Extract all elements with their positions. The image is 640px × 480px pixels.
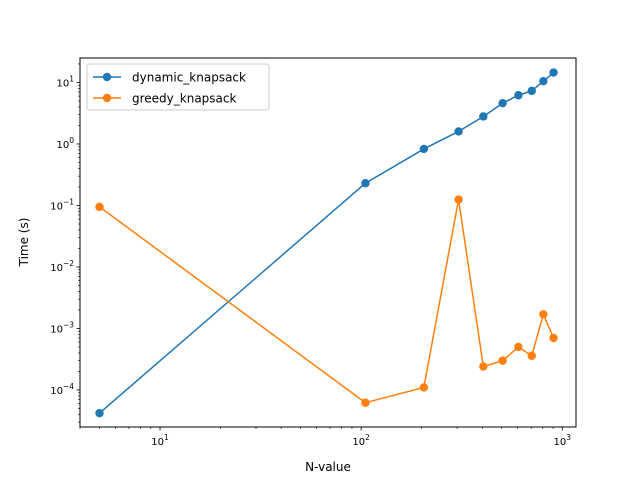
y-axis-title: Time (s) — [17, 218, 31, 268]
plot-frame — [79, 57, 577, 428]
legend-marker — [102, 93, 112, 103]
data-point-dynamic-knapsack — [454, 127, 463, 136]
data-point-greedy-knapsack — [514, 342, 523, 352]
y-tick-label: 10−1 — [50, 197, 74, 212]
y-tick-label: 10−3 — [50, 320, 74, 335]
data-point-greedy-knapsack — [539, 310, 548, 319]
data-point-dynamic-knapsack — [539, 76, 548, 86]
data-point-dynamic-knapsack — [479, 112, 488, 121]
data-point-dynamic-knapsack — [95, 408, 104, 418]
data-point-greedy-knapsack — [527, 351, 536, 360]
data-point-greedy-knapsack — [454, 195, 463, 204]
data-point-dynamic-knapsack — [419, 144, 429, 154]
y-tick-label: 10−4 — [50, 382, 74, 397]
y-tick-label: 10−2 — [50, 259, 74, 274]
legend-label: dynamic_knapsack — [132, 71, 246, 85]
legend-box — [86, 63, 270, 111]
data-point-greedy-knapsack — [498, 356, 507, 365]
x-tick-label: 101 — [151, 433, 169, 448]
axis-ticks: 101 102 103 10−4 10−3 10−2 10−1 100 101 — [50, 63, 572, 448]
data-point-dynamic-knapsack — [361, 179, 370, 188]
data-point-greedy-knapsack — [479, 362, 488, 371]
data-point-greedy-knapsack — [549, 333, 558, 343]
legend-label: greedy_knapsack — [132, 92, 237, 106]
series-line-greedy-knapsack — [99, 198, 555, 404]
y-tick-label: 101 — [56, 74, 74, 89]
data-point-greedy-knapsack — [361, 398, 370, 407]
data-point-greedy-knapsack — [419, 383, 429, 392]
data-point-greedy-knapsack — [95, 202, 104, 212]
data-point-dynamic-knapsack — [527, 86, 536, 96]
legend: dynamic_knapsack greedy_knapsack — [86, 63, 270, 111]
x-tick-label: 102 — [352, 433, 370, 448]
plot-area — [95, 68, 558, 418]
data-point-dynamic-knapsack — [514, 91, 523, 100]
legend-marker — [102, 72, 112, 82]
data-point-dynamic-knapsack — [498, 99, 507, 108]
x-tick-label: 103 — [554, 433, 572, 448]
series-line-dynamic-knapsack — [98, 71, 555, 414]
x-axis-title: N-value — [305, 460, 351, 474]
data-point-dynamic-knapsack — [549, 68, 558, 77]
y-tick-label: 100 — [56, 136, 74, 151]
